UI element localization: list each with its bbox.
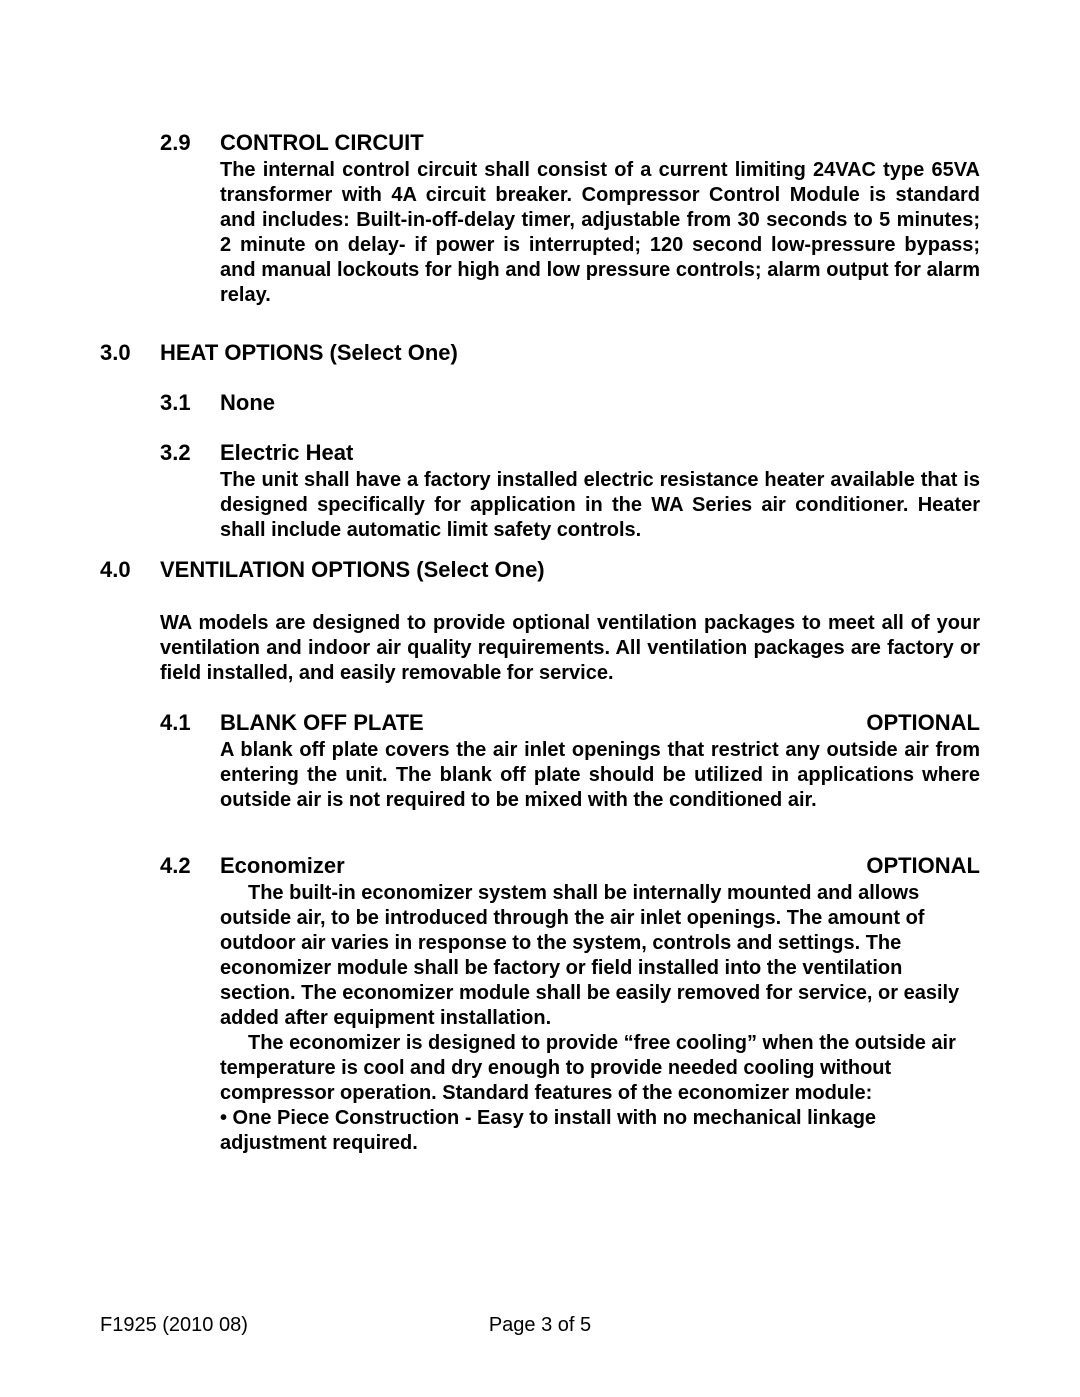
section-number: 3.2 — [160, 440, 220, 466]
section-body: The internal control circuit shall consi… — [220, 158, 980, 308]
section-title: Electric Heat — [220, 440, 353, 466]
section-number: 4.1 — [160, 710, 220, 736]
section-4-2-heading: 4.2 Economizer OPTIONAL — [160, 853, 980, 879]
footer-doc-id: F1925 (2010 08) — [100, 1314, 248, 1337]
section-body: The unit shall have a factory installed … — [220, 468, 980, 543]
section-number: 2.9 — [160, 130, 220, 156]
section-title: Economizer — [220, 853, 345, 879]
section-2-9-heading: 2.9 CONTROL CIRCUIT — [160, 130, 980, 156]
section-title: VENTILATION OPTIONS (Select One) — [160, 557, 545, 583]
section-title: CONTROL CIRCUIT — [220, 130, 424, 156]
optional-tag: OPTIONAL — [866, 710, 980, 736]
optional-tag: OPTIONAL — [866, 853, 980, 879]
section-4-2-body: The built-in economizer system shall be … — [220, 881, 980, 1156]
page-footer: F1925 (2010 08) Page 3 of 5 — [100, 1314, 980, 1337]
section-4-0-intro: WA models are designed to provide option… — [160, 611, 980, 686]
section-4-2: 4.2 Economizer OPTIONAL The built-in eco… — [160, 853, 980, 1156]
section-title: BLANK OFF PLATE — [220, 710, 424, 736]
section-number: 4.2 — [160, 853, 220, 879]
section-4-1-heading: 4.1 BLANK OFF PLATE OPTIONAL — [160, 710, 980, 736]
section-3-1-heading: 3.1 None — [160, 390, 980, 416]
section-3-2-heading: 3.2 Electric Heat — [160, 440, 980, 466]
bullet-1: • One Piece Construction - Easy to insta… — [220, 1107, 876, 1154]
section-4-0-heading: 4.0 VENTILATION OPTIONS (Select One) — [100, 557, 980, 583]
section-number: 3.1 — [160, 390, 220, 416]
para-1: The built-in economizer system shall be … — [220, 882, 959, 1029]
section-body: A blank off plate covers the air inlet o… — [220, 738, 980, 813]
footer-page-number: Page 3 of 5 — [489, 1314, 591, 1337]
section-title: None — [220, 390, 275, 416]
section-2-9: 2.9 CONTROL CIRCUIT The internal control… — [160, 130, 980, 308]
section-number: 4.0 — [100, 557, 160, 583]
section-title: HEAT OPTIONS (Select One) — [160, 340, 458, 366]
section-4-1: 4.1 BLANK OFF PLATE OPTIONAL A blank off… — [160, 710, 980, 813]
para-2: The economizer is designed to provide “f… — [220, 1032, 956, 1104]
section-3-0-heading: 3.0 HEAT OPTIONS (Select One) — [100, 340, 980, 366]
document-page: 2.9 CONTROL CIRCUIT The internal control… — [0, 0, 1080, 1397]
section-number: 3.0 — [100, 340, 160, 366]
section-3-2: 3.2 Electric Heat The unit shall have a … — [160, 440, 980, 543]
